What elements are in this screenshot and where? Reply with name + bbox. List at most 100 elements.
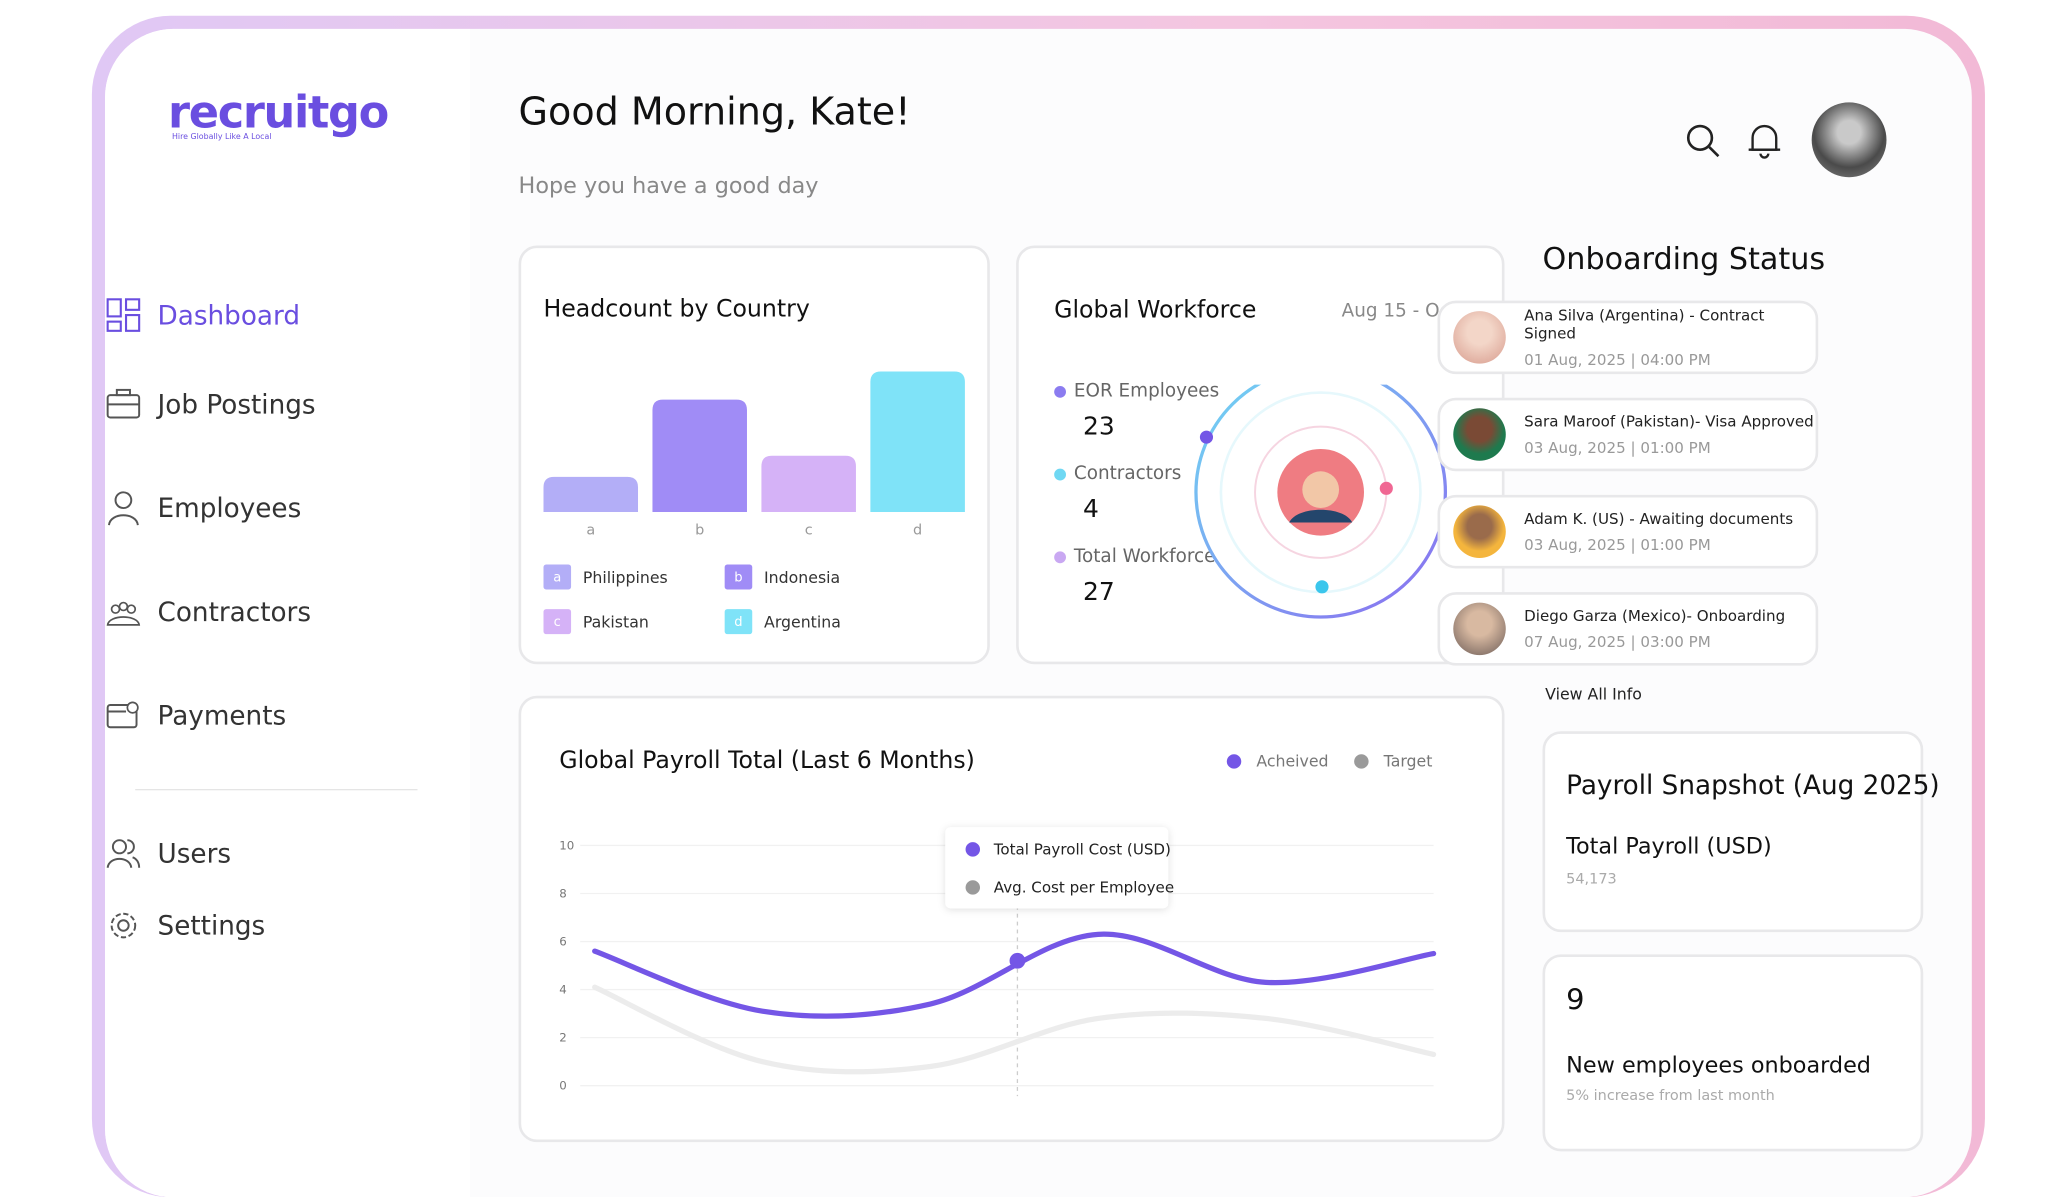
legend-dot	[1354, 754, 1369, 769]
sidebar	[105, 28, 470, 1197]
nav-label: Contractors	[157, 596, 312, 628]
legend-swatch	[543, 609, 572, 635]
nav-label: Dashboard	[157, 299, 300, 331]
onboarding-text: Sara Maroof (Pakistan)- Visa Approved 03 …	[1524, 412, 1814, 457]
nav-item[interactable]: Job Postings	[105, 386, 316, 423]
stat-label: Contractors	[1073, 463, 1182, 485]
stat-value: 4	[1083, 494, 1099, 524]
new-hires-label: New employees onboarded	[1566, 1052, 1871, 1080]
tooltip-dot	[965, 880, 981, 895]
stat-dot	[1054, 550, 1066, 563]
nav-label: Users	[157, 837, 232, 870]
card-title: Headcount by Country	[543, 295, 810, 323]
onboarding-date: 03 Aug, 2025 | 01:00 PM	[1524, 438, 1711, 457]
onboarding-item[interactable]: Adam K. (US) - Awaiting documents 03 Aug,…	[1437, 494, 1819, 569]
bar	[761, 455, 856, 512]
nav-label: Job Postings	[157, 388, 316, 421]
avatar	[1453, 408, 1506, 461]
onboarding-text: Ana Silva (Argentina) - Contract Signed 0…	[1524, 306, 1815, 369]
line-series	[592, 931, 1437, 1019]
legend-label: Indonesia	[764, 568, 840, 587]
avatar	[1453, 602, 1506, 656]
legend-label: Acheived	[1256, 752, 1328, 771]
onboarding-date: 01 Aug, 2025 | 04:00 PM	[1524, 350, 1711, 369]
onboarding-text: Adam K. (US) - Awaiting documents 03 Aug,…	[1524, 509, 1793, 554]
search-icon[interactable]	[1683, 121, 1722, 160]
legend-label: Target	[1383, 752, 1433, 771]
y-tick-label: 0	[559, 1079, 567, 1093]
y-tick-label: 6	[559, 934, 567, 948]
card-title: Global Workforce	[1054, 296, 1257, 325]
legend-key: a	[553, 571, 561, 586]
y-tick-label: 4	[559, 983, 567, 997]
bar	[543, 476, 639, 512]
icon	[106, 388, 141, 419]
line-chart: 0 2 4 6 8 10 Acheived Target Total Payroll Cost …	[559, 752, 1437, 1097]
avatar	[1453, 505, 1506, 558]
legend-key: c	[554, 615, 561, 630]
onboarding-item[interactable]: Sara Maroof (Pakistan)- Visa Approved 03 …	[1437, 397, 1819, 472]
notification-icon[interactable]	[1746, 121, 1783, 160]
dashboard: recruitgo Hire Globally Like A Local Das…	[91, 15, 1985, 1197]
bar-chart: a b c d a Philippines b Indonesia c Pakistan d Arge…	[543, 371, 965, 635]
nav-label: Payments	[157, 699, 287, 732]
nav-item[interactable]: Users	[105, 835, 231, 872]
nav-item[interactable]: Dashboard	[105, 297, 300, 334]
onboarding-text: Diego Garza (Mexico)- Onboarding 07 Aug, …	[1524, 607, 1785, 652]
legend-key: b	[734, 571, 742, 586]
icon	[107, 491, 139, 526]
nav-label: Employees	[157, 492, 302, 524]
legend-label: Philippines	[583, 568, 668, 587]
user-avatar[interactable]	[1811, 102, 1887, 178]
card-title: Global Payroll Total (Last 6 Months)	[559, 746, 975, 775]
snapshot-label: Total Payroll (USD)	[1566, 833, 1772, 860]
tooltip-dot	[965, 842, 981, 857]
legend-label: Argentina	[764, 613, 841, 632]
icon	[110, 912, 137, 939]
line-series	[592, 984, 1437, 1075]
nav-item[interactable]: Employees	[105, 490, 301, 527]
workforce-orbit	[1194, 384, 1447, 619]
section-title: Onboarding Status	[1542, 242, 1826, 278]
nav-item[interactable]: Contractors	[105, 593, 311, 630]
legend-swatch	[724, 609, 753, 635]
x-tick-label: b	[695, 522, 704, 538]
y-tick-label: 2	[559, 1031, 567, 1045]
onboarding-date: 03 Aug, 2025 | 01:00 PM	[1524, 535, 1711, 555]
stat-label-row: EOR Employees	[1054, 381, 1219, 402]
y-tick-label: 8	[559, 886, 567, 900]
nav-item[interactable]: Payments	[105, 697, 286, 734]
onboarding-name: Diego Garza (Mexico)- Onboarding	[1524, 606, 1786, 625]
onboarding-date: 07 Aug, 2025 | 03:00 PM	[1524, 632, 1711, 652]
legend-key: d	[734, 615, 742, 630]
stat-label-row: Contractors	[1054, 463, 1181, 484]
onboarding-name: Sara Maroof (Pakistan)- Visa Approved	[1524, 412, 1814, 431]
stat-label: Total Workforce	[1073, 546, 1216, 568]
legend-swatch	[543, 564, 572, 590]
onboarding-item[interactable]: Ana Silva (Argentina) - Contract Signed 0…	[1437, 300, 1819, 375]
brand-logo[interactable]: recruitgo	[168, 86, 389, 140]
onboarding-item[interactable]: Diego Garza (Mexico)- Onboarding 07 Aug, …	[1437, 592, 1819, 666]
stat-dot	[1054, 468, 1066, 480]
x-tick-label: a	[586, 522, 595, 538]
icon	[106, 601, 141, 626]
greeting-subtitle: Hope you have a good day	[518, 173, 819, 200]
tooltip-label: Total Payroll Cost (USD)	[993, 841, 1171, 859]
hover-point	[1009, 952, 1026, 969]
nav-item[interactable]: Settings	[105, 907, 265, 944]
onboarding-name: Ana Silva (Argentina) - Contract Signed	[1524, 305, 1765, 343]
snapshot-card	[1542, 731, 1924, 933]
nav-label: Settings	[157, 909, 266, 942]
onboarding-name: Adam K. (US) - Awaiting documents	[1524, 509, 1794, 528]
tooltip	[945, 827, 1169, 909]
stat-label: EOR Employees	[1073, 380, 1220, 402]
y-tick-label: 10	[559, 838, 574, 852]
legend-dot	[1226, 754, 1242, 769]
workforce-card	[1016, 245, 1505, 665]
avatar	[1453, 311, 1506, 364]
stat-value: 27	[1083, 577, 1115, 607]
bar	[870, 371, 965, 512]
legend-label: Pakistan	[583, 613, 649, 632]
card-title: Payroll Snapshot (Aug 2025)	[1566, 769, 1940, 801]
view-all-link[interactable]: View All Info	[1545, 685, 1642, 704]
